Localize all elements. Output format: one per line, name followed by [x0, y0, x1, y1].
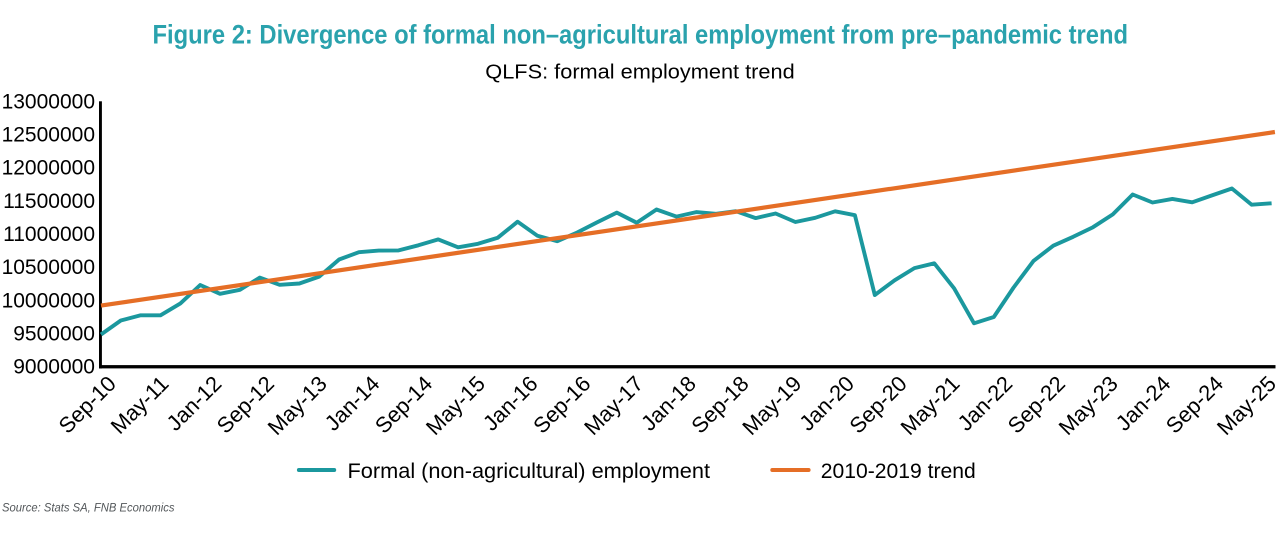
svg-text:May-23: May-23 [1054, 371, 1123, 440]
svg-text:May-15: May-15 [421, 371, 490, 440]
svg-text:Sep-10: Sep-10 [53, 371, 120, 438]
svg-text:11000000: 11000000 [3, 223, 95, 246]
svg-text:11500000: 11500000 [3, 190, 95, 213]
svg-text:May-25: May-25 [1212, 371, 1280, 440]
svg-text:May-21: May-21 [895, 371, 964, 440]
svg-text:12000000: 12000000 [2, 157, 95, 180]
svg-text:10500000: 10500000 [2, 256, 95, 279]
svg-text:Figure 2: Divergence of formal: Figure 2: Divergence of formal non–agric… [153, 20, 1129, 50]
svg-text:9500000: 9500000 [13, 323, 95, 346]
svg-text:May-17: May-17 [579, 371, 648, 440]
svg-text:May-13: May-13 [263, 371, 332, 440]
svg-text:13000000: 13000000 [2, 90, 95, 113]
svg-text:Source: Stats SA, FNB Economic: Source: Stats SA, FNB Economics [2, 501, 175, 515]
svg-text:May-19: May-19 [737, 371, 806, 440]
svg-text:Formal (non-agricultural) empl: Formal (non-agricultural) employment [348, 459, 711, 483]
svg-text:2010-2019 trend: 2010-2019 trend [821, 459, 976, 483]
svg-text:10000000: 10000000 [2, 289, 95, 312]
svg-text:9000000: 9000000 [13, 356, 95, 379]
svg-text:12500000: 12500000 [2, 124, 95, 147]
svg-text:QLFS: formal employment trend: QLFS: formal employment trend [485, 61, 794, 84]
svg-text:May-11: May-11 [106, 371, 174, 439]
